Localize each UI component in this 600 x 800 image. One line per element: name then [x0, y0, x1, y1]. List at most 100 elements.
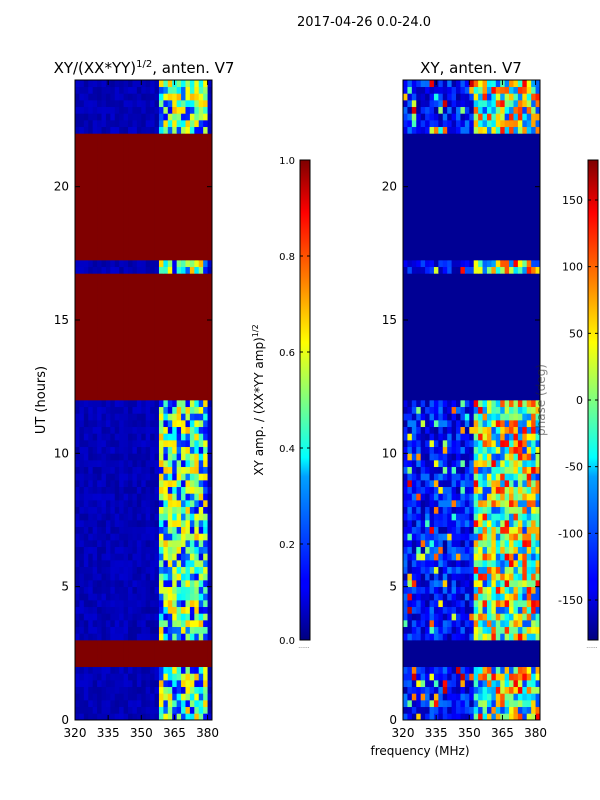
heatmap-cell — [411, 393, 417, 401]
heatmap-cell — [176, 233, 182, 241]
heatmap-cell — [101, 673, 107, 681]
heatmap-cell — [203, 560, 208, 568]
heatmap-cell — [469, 320, 475, 328]
heatmap-cell — [451, 646, 457, 654]
heatmap-cell — [75, 340, 80, 348]
heatmap-cell — [411, 353, 417, 361]
heatmap-cell — [176, 220, 182, 228]
heatmap-cell — [136, 286, 142, 294]
heatmap-cell — [158, 433, 164, 441]
heatmap-cell — [478, 660, 483, 668]
heatmap-cell — [114, 553, 120, 561]
heatmap-cell — [83, 340, 89, 348]
heatmap-cell — [451, 313, 457, 321]
heatmap-cell — [105, 140, 111, 148]
heatmap-cell — [478, 353, 483, 361]
heatmap-cell — [447, 406, 452, 414]
heatmap-cell — [88, 213, 94, 221]
heatmap-cell — [509, 306, 514, 314]
heatmap-cell — [491, 366, 497, 374]
heatmap-cell — [154, 400, 160, 408]
heatmap-cell — [522, 706, 528, 714]
heatmap-cell — [447, 326, 452, 334]
heatmap-cell — [203, 280, 208, 288]
heatmap-cell — [513, 333, 519, 341]
heatmap-cell — [403, 633, 408, 641]
heatmap-cell — [114, 453, 120, 461]
heatmap-cell — [158, 206, 164, 214]
heatmap-cell — [535, 313, 541, 321]
heatmap-cell — [88, 120, 94, 128]
heatmap-cell — [92, 386, 98, 394]
heatmap-cell — [522, 640, 528, 648]
heatmap-cell — [123, 506, 129, 514]
heatmap-cell — [189, 260, 195, 268]
heatmap-cell — [207, 500, 213, 508]
heatmap-cell — [473, 540, 479, 548]
heatmap-cell — [172, 213, 177, 221]
heatmap-cell — [114, 360, 120, 368]
heatmap-cell — [105, 153, 111, 161]
heatmap-cell — [136, 700, 142, 708]
heatmap-cell — [522, 566, 528, 574]
heatmap-cell — [176, 426, 182, 434]
heatmap-cell — [132, 493, 138, 501]
heatmap-cell — [535, 573, 541, 581]
heatmap-cell — [486, 713, 492, 721]
heatmap-cell — [154, 466, 160, 474]
heatmap-cell — [438, 480, 444, 488]
heatmap-cell — [469, 326, 475, 334]
heatmap-cell — [123, 466, 129, 474]
heatmap-cell — [456, 466, 461, 474]
heatmap-cell — [145, 126, 151, 134]
heatmap-cell — [79, 486, 85, 494]
heatmap-cell — [119, 526, 124, 534]
heatmap-cell — [203, 266, 208, 274]
heatmap-cell — [411, 400, 417, 408]
heatmap-cell — [451, 480, 457, 488]
heatmap-cell — [526, 526, 532, 534]
heatmap-cell — [163, 593, 169, 601]
heatmap-cell — [92, 140, 98, 148]
heatmap-cell — [456, 646, 461, 654]
heatmap-cell — [114, 373, 120, 381]
heatmap-cell — [123, 280, 129, 288]
heatmap-cell — [92, 113, 98, 121]
heatmap-cell — [411, 306, 417, 314]
heatmap-cell — [500, 380, 505, 388]
heatmap-cell — [176, 100, 182, 108]
heatmap-cell — [522, 673, 528, 681]
heatmap-cell — [460, 653, 466, 661]
heatmap-cell — [504, 633, 510, 641]
heatmap-cell — [535, 393, 541, 401]
heatmap-cell — [438, 453, 444, 461]
heatmap-cell — [97, 153, 102, 161]
heatmap-cell — [203, 333, 208, 341]
heatmap-cell — [482, 346, 488, 354]
heatmap-cell — [145, 306, 151, 314]
heatmap-cell — [456, 400, 461, 408]
heatmap-cell — [158, 393, 164, 401]
heatmap-cell — [110, 513, 116, 521]
heatmap-cell — [185, 513, 191, 521]
heatmap-cell — [79, 160, 85, 168]
heatmap-cell — [176, 166, 182, 174]
heatmap-cell — [128, 220, 133, 228]
heatmap-cell — [535, 326, 541, 334]
heatmap-cell — [123, 473, 129, 481]
heatmap-cell — [203, 246, 208, 254]
heatmap-cell — [128, 533, 133, 541]
heatmap-cell — [88, 226, 94, 234]
heatmap-cell — [482, 393, 488, 401]
heatmap-cell — [150, 373, 155, 381]
heatmap-cell — [154, 186, 160, 194]
heatmap-cell — [105, 460, 111, 468]
heatmap-cell — [128, 633, 133, 641]
heatmap-cell — [145, 266, 151, 274]
heatmap-cell — [464, 320, 470, 328]
heatmap-cell — [429, 653, 435, 661]
heatmap-cell — [526, 313, 532, 321]
heatmap-cell — [123, 500, 129, 508]
heatmap-cell — [207, 120, 213, 128]
heatmap-cell — [176, 153, 182, 161]
